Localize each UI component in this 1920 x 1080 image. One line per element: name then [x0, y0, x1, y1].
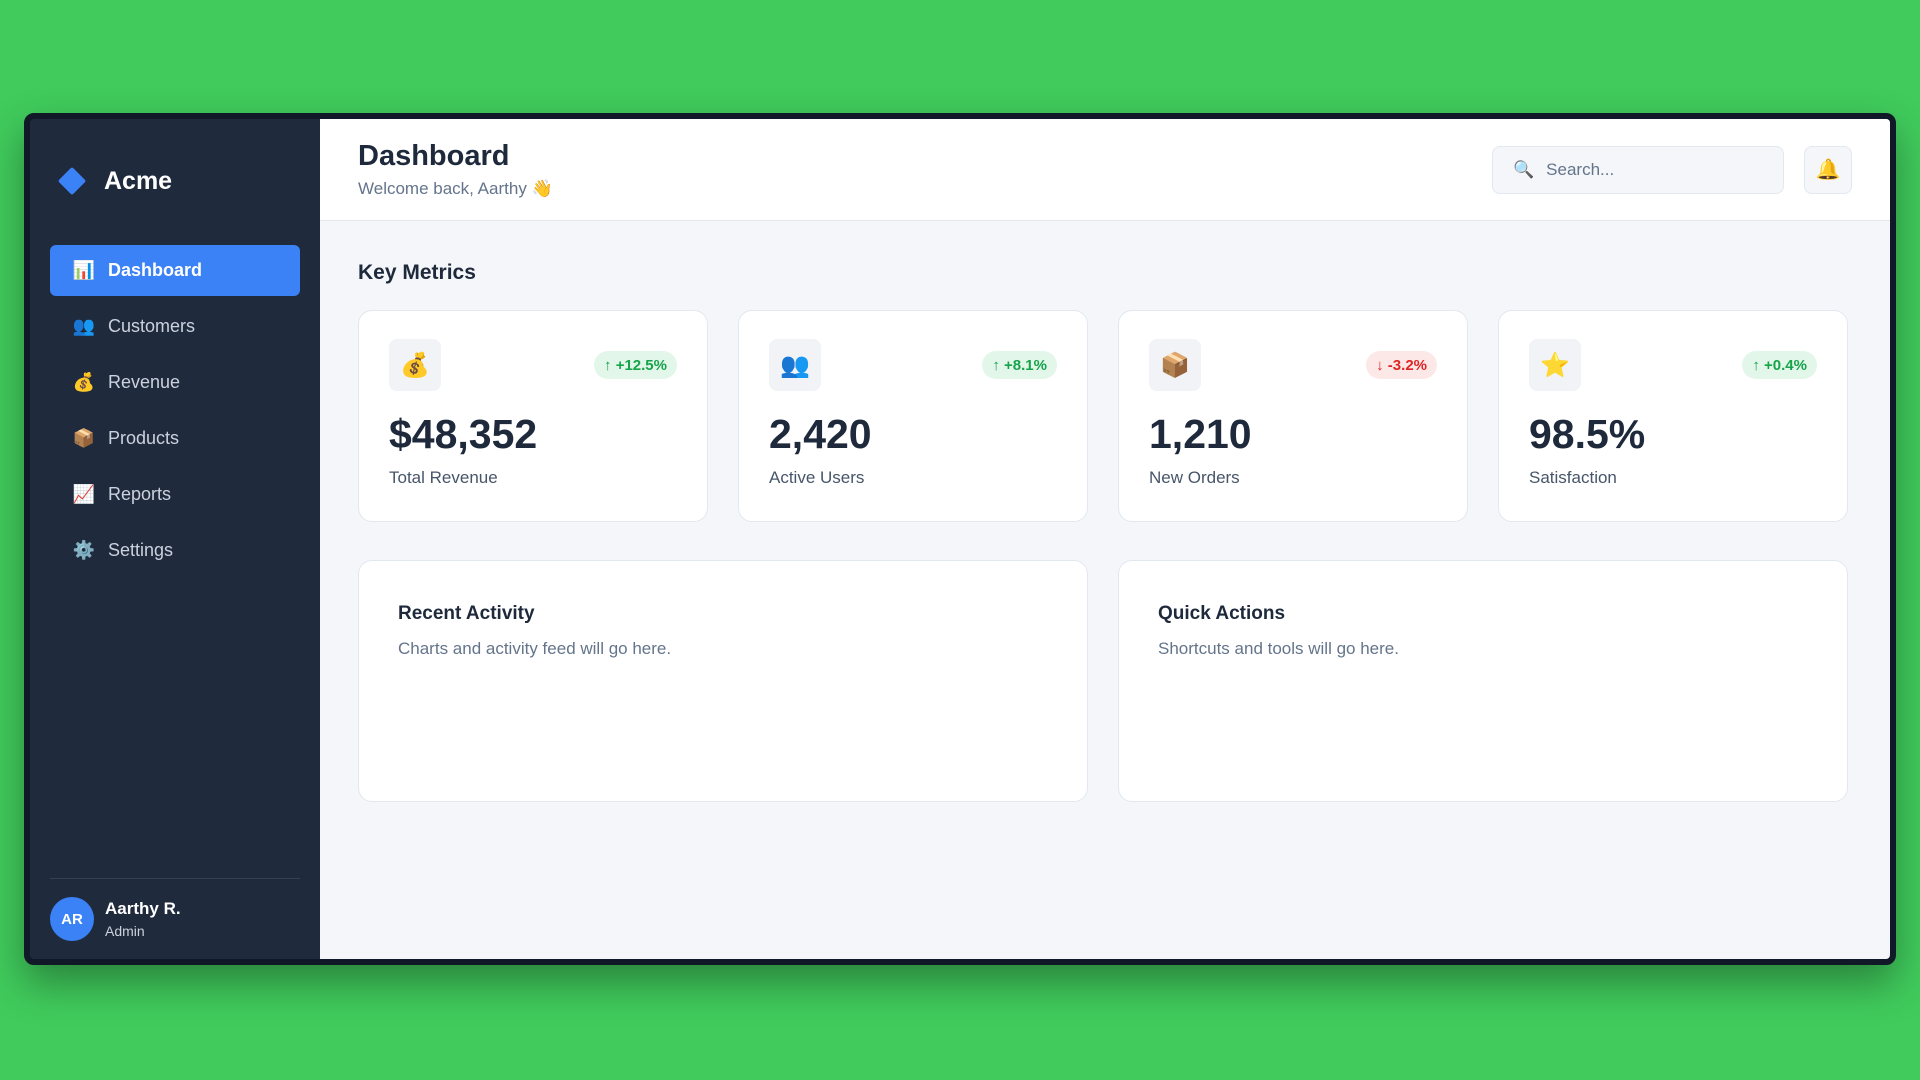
brand-name: Acme: [104, 166, 173, 195]
sidebar-item-label: Reports: [108, 484, 172, 504]
sidebar-item-settings[interactable]: ⚙️ Settings: [50, 525, 300, 576]
search-icon: 🔍: [1513, 159, 1535, 179]
avatar[interactable]: AR: [50, 897, 94, 941]
user-info: Aarthy R. Admin: [105, 899, 181, 939]
user-name: Aarthy R.: [105, 899, 181, 918]
panel-title: Quick Actions: [1158, 603, 1286, 624]
trend-chart-icon: 📈: [72, 484, 96, 504]
sidebar-item-products[interactable]: 📦 Products: [50, 413, 300, 464]
panels-grid: Recent Activity Charts and activity feed…: [358, 560, 1852, 802]
sidebar-nav: 📊 Dashboard 👥 Customers 💰 Revenue 📦 Prod…: [50, 245, 300, 576]
bar-chart-icon: 📊: [72, 260, 96, 280]
metric-card-revenue[interactable]: 💰 ↑ +12.5% $48,352 Total Revenue: [358, 310, 708, 522]
metrics-grid: 💰 ↑ +12.5% $48,352 Total Revenue 👥 ↑ +8.…: [358, 310, 1852, 522]
user-role: Admin: [105, 923, 145, 939]
sidebar-item-label: Products: [108, 428, 180, 448]
search-input[interactable]: [1546, 159, 1767, 180]
app-window: Acme 📊 Dashboard 👥 Customers 💰 Revenue 📦…: [24, 113, 1896, 965]
page-subtitle: Welcome back, Aarthy 👋: [358, 179, 553, 198]
users-icon: 👥: [769, 339, 821, 391]
trend-badge: ↑ +8.1%: [982, 351, 1057, 379]
metric-card-users[interactable]: 👥 ↑ +8.1% 2,420 Active Users: [738, 310, 1088, 522]
sidebar-item-label: Settings: [108, 540, 174, 560]
users-icon: 👥: [72, 316, 96, 336]
panel-text: Charts and activity feed will go here.: [398, 639, 672, 658]
sidebar-item-label: Customers: [108, 316, 196, 336]
sidebar: Acme 📊 Dashboard 👥 Customers 💰 Revenue 📦…: [30, 119, 320, 959]
sidebar-item-dashboard[interactable]: 📊 Dashboard: [50, 245, 300, 296]
page-title: Dashboard: [358, 140, 510, 172]
metric-card-orders[interactable]: 📦 ↓ -3.2% 1,210 New Orders: [1118, 310, 1468, 522]
recent-activity-panel: Recent Activity Charts and activity feed…: [358, 560, 1088, 802]
diamond-logo-icon: [57, 166, 87, 196]
dashboard-content: Key Metrics 💰 ↑ +12.5% $48,352 Total Rev…: [320, 221, 1890, 802]
metric-value: $48,352: [389, 411, 538, 457]
bell-icon: 🔔: [1815, 159, 1841, 181]
metric-label: Total Revenue: [389, 468, 498, 487]
sidebar-item-reports[interactable]: 📈 Reports: [50, 469, 300, 520]
sidebar-item-customers[interactable]: 👥 Customers: [50, 301, 300, 352]
section-title: Key Metrics: [358, 261, 476, 284]
notifications-button[interactable]: 🔔: [1804, 145, 1852, 194]
panel-title: Recent Activity: [398, 603, 535, 624]
package-icon: 📦: [1149, 339, 1201, 391]
panel-text: Shortcuts and tools will go here.: [1158, 639, 1399, 658]
gear-icon: ⚙️: [72, 540, 96, 560]
package-icon: 📦: [72, 428, 96, 448]
header-actions: 🔍 🔔: [1492, 145, 1852, 194]
metric-value: 1,210: [1149, 411, 1252, 457]
quick-actions-panel: Quick Actions Shortcuts and tools will g…: [1118, 560, 1848, 802]
metric-label: Active Users: [769, 468, 865, 487]
money-bag-icon: 💰: [72, 372, 96, 392]
metric-value: 2,420: [769, 411, 872, 457]
metric-label: Satisfaction: [1529, 468, 1617, 487]
search-box[interactable]: 🔍: [1492, 145, 1784, 194]
header-titles: Dashboard Welcome back, Aarthy 👋: [358, 140, 553, 199]
header: Dashboard Welcome back, Aarthy 👋 🔍 🔔: [320, 119, 1890, 221]
user-profile[interactable]: AR Aarthy R. Admin: [50, 878, 300, 941]
metric-value: 98.5%: [1529, 411, 1646, 457]
trend-badge: ↑ +12.5%: [594, 351, 677, 379]
sidebar-item-label: Revenue: [108, 372, 181, 392]
sidebar-item-revenue[interactable]: 💰 Revenue: [50, 357, 300, 408]
money-bag-icon: 💰: [389, 339, 441, 391]
main-area: Dashboard Welcome back, Aarthy 👋 🔍 🔔 Key…: [320, 119, 1890, 959]
brand[interactable]: Acme: [50, 141, 300, 221]
metric-card-satisfaction[interactable]: ⭐ ↑ +0.4% 98.5% Satisfaction: [1498, 310, 1848, 522]
metric-label: New Orders: [1149, 468, 1240, 487]
star-icon: ⭐: [1529, 339, 1581, 391]
trend-badge: ↑ +0.4%: [1742, 351, 1817, 379]
sidebar-item-label: Dashboard: [108, 260, 203, 280]
trend-badge: ↓ -3.2%: [1366, 351, 1437, 379]
